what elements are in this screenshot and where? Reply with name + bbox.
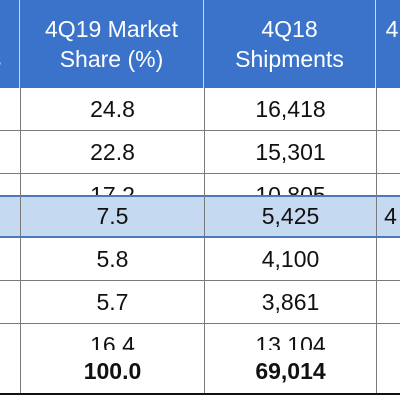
row-divider <box>0 323 400 324</box>
cell-share: 24.8 <box>20 88 204 131</box>
table-header: s 4Q19 Market Share (%) 4Q18 Shipments 4 <box>0 0 400 88</box>
header-col-vendor-text: s <box>0 44 1 74</box>
cell-share: 7.5 <box>20 195 204 238</box>
row-divider <box>0 173 400 174</box>
cell-shipments-total: 69,014 <box>204 350 376 393</box>
cell-extra <box>376 350 400 393</box>
cell-share: 5.8 <box>20 238 204 281</box>
cell-extra <box>376 88 400 131</box>
header-col-next: 4 <box>376 0 400 88</box>
table-row: 5.7 3,861 <box>0 281 400 324</box>
highlight-bottom-border <box>0 236 400 238</box>
cell-shipments: 15,301 <box>204 131 376 174</box>
header-line-1: 4Q19 Market <box>45 16 178 42</box>
table-row: 22.8 15,301 <box>0 131 400 174</box>
highlight-top-border <box>0 195 400 197</box>
cell-shipments: 4,100 <box>204 238 376 281</box>
header-col-4q18-shipments: 4Q18 Shipments <box>204 0 376 88</box>
table-row-total: 100.0 69,014 <box>0 350 400 393</box>
cell-share: 22.8 <box>20 131 204 174</box>
table-row: 24.8 16,418 <box>0 88 400 131</box>
cell-share-total: 100.0 <box>20 350 204 393</box>
header-col-next-text: 4 <box>385 16 399 42</box>
header-line-1: 4Q18 <box>261 16 318 42</box>
cell-extra <box>376 281 400 324</box>
row-divider <box>0 130 400 131</box>
table-bottom-border <box>0 393 400 395</box>
row-divider <box>0 280 400 281</box>
cell-extra <box>376 131 400 174</box>
cell-extra <box>376 238 400 281</box>
cell-extra: 4 <box>376 195 400 238</box>
cell-extra-text: 4 <box>384 203 397 229</box>
header-line-2: Share (%) <box>59 46 164 72</box>
cell-shipments: 16,418 <box>204 88 376 131</box>
cell-shipments: 5,425 <box>204 195 376 238</box>
table-row: 5.8 4,100 <box>0 238 400 281</box>
header-line-2: Shipments <box>235 46 344 72</box>
cell-extra <box>376 324 400 367</box>
header-col-4q19-share: 4Q19 Market Share (%) <box>20 0 204 88</box>
header-col-vendor: s <box>0 0 20 88</box>
cell-share: 5.7 <box>20 281 204 324</box>
cell-shipments: 3,861 <box>204 281 376 324</box>
table-row-highlighted: 7.5 5,425 4 <box>0 195 400 238</box>
